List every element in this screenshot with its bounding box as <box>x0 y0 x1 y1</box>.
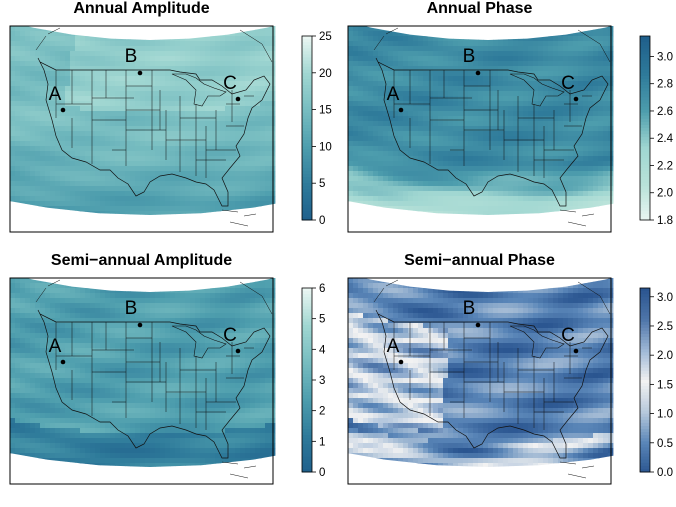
colorbar-tick-label: 2.2 <box>657 160 673 172</box>
panel-title: Annual Phase <box>426 0 533 17</box>
site-marker <box>137 70 143 76</box>
site-label: B <box>463 46 476 67</box>
boundary-lines <box>373 27 611 227</box>
colorbar-tick-label: 1.5 <box>657 379 673 391</box>
colorbar: 0 1 2 3 4 5 6 <box>301 283 326 479</box>
site-label: A <box>49 84 62 105</box>
colorbar-tick-label: 2.0 <box>657 350 673 362</box>
boundary-lines <box>35 27 273 227</box>
colorbar-tick-label: 1 <box>319 436 325 448</box>
field-raster <box>348 278 614 467</box>
site-marker <box>235 348 241 354</box>
site-label: C <box>223 325 237 346</box>
colorbar-tick-label: 20 <box>319 68 332 80</box>
site-marker <box>475 70 481 76</box>
colorbar-tick-label: 2.6 <box>657 106 673 118</box>
site-label: A <box>49 336 62 357</box>
colorbar-tick-label: 3.0 <box>657 292 673 304</box>
site-marker <box>475 322 481 328</box>
map-frame <box>9 277 274 485</box>
site-marker <box>235 96 241 102</box>
map-frame <box>347 25 612 233</box>
site-marker <box>137 322 143 328</box>
colorbar-tick-label: 2.4 <box>657 133 674 145</box>
colorbar: 1.8 2.0 2.2 2.4 2.6 2.8 3.0 <box>639 35 674 227</box>
site-marker <box>60 107 66 113</box>
colorbar-tick-label: 0 <box>319 467 325 479</box>
colorbar-tick-label: 2.0 <box>657 188 673 200</box>
colorbar-tick-label: 2.5 <box>657 321 673 333</box>
colorbar-tick-label: 4 <box>319 344 326 356</box>
map-frame <box>9 25 274 233</box>
site-label: C <box>223 73 237 94</box>
map-panel: Annual Phase A B C 1.8 2.0 2.2 2.4 2.6 2.8 3.0 <box>338 0 676 252</box>
colorbar-tick-label: 0.5 <box>657 438 673 450</box>
site-label: B <box>463 298 476 319</box>
colorbar-tick-label: 25 <box>319 31 332 43</box>
colorbar-tick-label: 3.0 <box>657 51 673 63</box>
panel-title: Semi−annual Phase <box>404 252 555 269</box>
map-panel: Semi−annual Phase A B C 0.0 0.5 1.0 1.5 2.0 2.5 3.… <box>338 252 676 504</box>
site-marker <box>573 96 579 102</box>
site-marker <box>60 359 66 365</box>
site-label: A <box>387 336 400 357</box>
colorbar-tick-label: 2 <box>319 406 325 418</box>
boundary-lines <box>35 279 273 479</box>
colorbar: 0.0 0.5 1.0 1.5 2.0 2.5 3.0 <box>639 287 673 479</box>
boundary-lines <box>373 279 611 479</box>
map-svg: A B C 1.8 2.0 2.2 2.4 2.6 2.8 3.0 <box>347 25 674 233</box>
field-raster <box>348 26 614 215</box>
map-frame <box>347 277 612 485</box>
colorbar-tick-label: 0 <box>319 215 325 227</box>
map-panel: Annual Amplitude A B C 0 5 10 15 20 25 <box>0 0 338 252</box>
map-svg: A B C 0.0 0.5 1.0 1.5 2.0 2.5 3.0 <box>347 277 673 485</box>
site-label: A <box>387 84 400 105</box>
site-label: B <box>125 298 138 319</box>
colorbar-tick-label: 1.8 <box>657 215 673 227</box>
colorbar-tick-label: 5 <box>319 314 325 326</box>
site-marker <box>398 107 404 113</box>
map-svg: A B C 0 1 2 3 4 5 6 <box>9 277 326 485</box>
colorbar-tick-label: 15 <box>319 105 332 117</box>
map-panel: Semi−annual Amplitude A B C 0 1 2 3 4 5 6 <box>0 252 338 504</box>
colorbar-tick-label: 2.8 <box>657 79 673 91</box>
colorbar-tick-label: 5 <box>319 178 325 190</box>
colorbar-tick-label: 3 <box>319 375 325 387</box>
colorbar: 0 5 10 15 20 25 <box>301 31 332 227</box>
site-marker <box>573 348 579 354</box>
colorbar-tick-label: 1.0 <box>657 409 673 421</box>
panel-title: Semi−annual Amplitude <box>50 252 233 269</box>
site-label: B <box>125 46 138 67</box>
map-svg: A B C 0 5 10 15 20 25 <box>9 25 332 233</box>
site-marker <box>398 359 404 365</box>
colorbar-tick-label: 10 <box>319 141 332 153</box>
panel-title: Annual Amplitude <box>73 0 210 17</box>
colorbar-tick-label: 6 <box>319 283 325 295</box>
colorbar-tick-label: 0.0 <box>657 467 673 479</box>
site-label: C <box>561 73 575 94</box>
site-label: C <box>561 325 575 346</box>
